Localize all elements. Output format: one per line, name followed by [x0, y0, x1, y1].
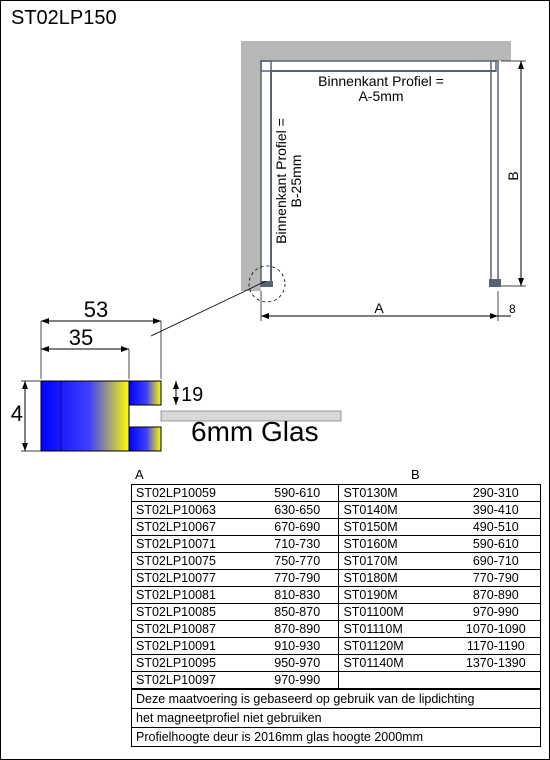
dimension-table: A B ST02LP10059590-610ST0130M290-310ST02…: [131, 467, 541, 747]
table-row: ST02LP10071710-730ST0160M590-610: [132, 536, 541, 553]
table-row: ST02LP10087870-890ST01110M1070-1090: [132, 621, 541, 638]
svg-text:8: 8: [509, 302, 516, 316]
svg-text:B-25mm: B-25mm: [288, 155, 304, 208]
col-header-a: A: [131, 467, 261, 482]
profile-detail: 53 35 34 19: [11, 301, 361, 481]
table-row: ST02LP10095950-970ST01140M1370-1390: [132, 655, 541, 672]
table-row: ST02LP10067670-690ST0150M490-510: [132, 519, 541, 536]
table-row: ST02LP10063630-650ST0140M390-410: [132, 502, 541, 519]
note-line-2: het magneetprofiel niet gebruiken: [132, 709, 541, 728]
note-line-3: Profielhoogte deur is 2016mm glas hoogte…: [132, 728, 541, 747]
svg-text:35: 35: [69, 325, 93, 350]
col-header-b: B: [341, 467, 451, 482]
svg-text:Binnenkant Profiel =: Binnenkant Profiel =: [273, 118, 289, 244]
page-title: ST02LP150: [11, 7, 117, 30]
table-row: ST02LP10059590-610ST0130M290-310: [132, 485, 541, 502]
svg-text:A: A: [374, 300, 384, 316]
table-row: ST02LP10085850-870ST01100M970-990: [132, 604, 541, 621]
svg-text:Binnenkant Profiel =: Binnenkant Profiel =: [318, 73, 444, 89]
glass-thickness-label: 6mm Glas: [191, 416, 319, 448]
corner-diagram: Binnenkant Profiel = A-5mm Binnenkant Pr…: [231, 41, 531, 331]
svg-text:B: B: [505, 171, 521, 180]
table-row: ST02LP10075750-770ST0170M690-710: [132, 553, 541, 570]
svg-text:19: 19: [181, 384, 203, 406]
svg-text:34: 34: [11, 401, 23, 426]
table-row: ST02LP10097970-990: [132, 672, 541, 689]
table-row: ST02LP10077770-790ST0180M770-790: [132, 570, 541, 587]
note-line-1: Deze maatvoering is gebaseerd op gebruik…: [132, 690, 541, 709]
svg-text:A-5mm: A-5mm: [358, 88, 403, 104]
table-row: ST02LP10081810-830ST0190M870-890: [132, 587, 541, 604]
table-row: ST02LP10091910-930ST01120M1170-1190: [132, 638, 541, 655]
svg-text:53: 53: [84, 301, 108, 322]
